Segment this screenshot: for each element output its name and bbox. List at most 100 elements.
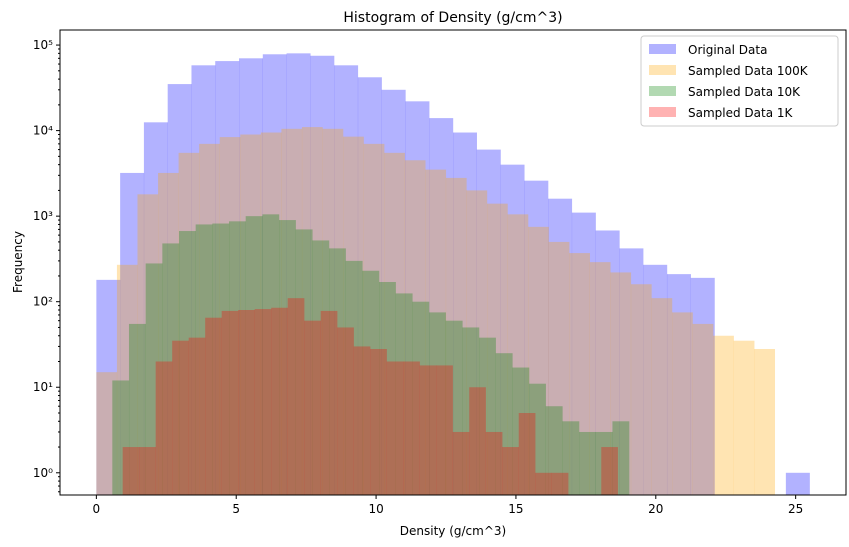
bar-series-3-bin-7 <box>238 309 255 495</box>
bar-series-0-bin-21 <box>595 230 620 496</box>
bar-series-2-bin-23 <box>495 353 513 495</box>
bar-series-2-bin-14 <box>345 260 363 495</box>
bar-series-3-bin-15 <box>370 348 387 495</box>
bar-series-2-bin-7 <box>229 221 246 495</box>
bar-series-1-bin-21 <box>528 226 549 495</box>
y-tick-label: 10⁰ <box>33 466 53 480</box>
bar-series-3-bin-10 <box>287 298 305 495</box>
bar-series-0-bin-11 <box>357 77 382 495</box>
x-tick-label: 10 <box>368 502 383 516</box>
y-tick-label: 10⁵ <box>33 38 53 52</box>
bar-series-1-bin-5 <box>199 143 220 496</box>
bar-series-3-bin-6 <box>221 310 239 495</box>
x-tick-label: 5 <box>232 502 240 516</box>
bar-series-3-bin-1 <box>139 447 156 495</box>
bar-series-2-bin-15 <box>362 270 380 495</box>
bar-series-0-bin-16 <box>476 149 501 495</box>
bar-series-1-bin-20 <box>507 214 529 495</box>
bar-series-2-bin-5 <box>195 224 213 495</box>
bar-series-1-bin-13 <box>363 143 385 496</box>
bar-series-3-bin-17 <box>403 361 420 495</box>
bar-series-0-bin-19 <box>548 198 573 495</box>
bar-series-0-bin-13 <box>405 101 430 495</box>
bar-series-3-bin-3 <box>172 340 189 495</box>
bar-series-3-bin-25 <box>535 472 552 495</box>
bar-series-2-bin-9 <box>262 214 280 495</box>
bar-series-3-bin-14 <box>353 346 371 495</box>
bar-series-3-bin-26 <box>551 472 569 495</box>
bar-series-1-bin-28 <box>672 312 693 495</box>
y-tick-label: 10³ <box>33 209 53 223</box>
bar-series-2-bin-8 <box>245 216 263 495</box>
x-axis-label: Density (g/cm^3) <box>400 524 506 538</box>
bar-series-2-bin-2 <box>145 263 163 495</box>
bar-series-0-bin-22 <box>619 248 644 495</box>
bar-series-0-bin-15 <box>453 132 477 495</box>
bar-series-1-bin-12 <box>343 136 364 495</box>
bar-series-1-bin-22 <box>548 241 570 495</box>
legend-label: Sampled Data 1K <box>688 106 794 120</box>
legend-label: Original Data <box>688 43 767 57</box>
bar-series-2-bin-3 <box>162 243 180 495</box>
bar-series-2-bin-4 <box>178 231 196 495</box>
bar-series-2-bin-12 <box>312 240 330 495</box>
bar-series-1-bin-19 <box>486 203 508 495</box>
bar-series-1-bin-15 <box>404 160 426 495</box>
legend-box <box>640 35 839 127</box>
bar-series-0-bin-4 <box>191 65 216 496</box>
bar-series-0-bin-8 <box>286 53 311 495</box>
bar-series-2-bin-30 <box>612 421 630 495</box>
bar-series-1-bin-25 <box>610 272 632 495</box>
bar-series-1-bin-2 <box>137 194 159 495</box>
bar-series-2-bin-28 <box>579 431 596 495</box>
x-tick-label: 20 <box>648 502 663 516</box>
legend-swatch <box>649 44 676 54</box>
bar-series-1-bin-23 <box>569 253 590 495</box>
bar-series-0-bin-10 <box>334 65 359 496</box>
bar-series-0-bin-23 <box>643 264 668 495</box>
bar-series-1-bin-0 <box>96 372 118 495</box>
bar-series-0-bin-20 <box>571 212 596 496</box>
bar-series-3-bin-21 <box>469 387 486 495</box>
bar-series-1-bin-11 <box>322 128 344 496</box>
plot-frame <box>59 29 847 496</box>
bar-series-0-bin-24 <box>666 274 691 495</box>
legend: Original Data Sampled Data 100K Sampled Da… <box>640 35 839 127</box>
bar-series-2-bin-1 <box>128 323 146 495</box>
bar-series-2-bin-29 <box>595 431 613 495</box>
legend-label: Sampled Data 100K <box>688 64 809 78</box>
bar-series-0-bin-14 <box>429 118 454 496</box>
bar-series-2-bin-16 <box>379 281 396 495</box>
bar-series-2-bin-22 <box>479 337 496 495</box>
bar-series-3-bin-22 <box>485 431 503 495</box>
bar-series-2-bin-13 <box>329 248 346 495</box>
bar-series-1-bin-29 <box>692 323 714 495</box>
legend-swatch <box>649 65 676 75</box>
bar-series-1-bin-27 <box>651 298 673 495</box>
bar-series-2-bin-26 <box>545 406 563 495</box>
bar-series-1-bin-9 <box>281 128 303 496</box>
bar-series-2-bin-0 <box>112 380 130 495</box>
bar-series-3-bin-9 <box>271 307 288 495</box>
y-tick-label: 10¹ <box>33 380 53 394</box>
bar-series-0-bin-25 <box>690 277 715 495</box>
bar-series-1-bin-8 <box>260 132 282 495</box>
bar-series-0-bin-9 <box>310 55 335 495</box>
bar-series-1-bin-31 <box>733 340 755 495</box>
bar-series-1-bin-7 <box>240 134 262 495</box>
bar-series-3-bin-20 <box>452 431 470 495</box>
bar-series-1-bin-6 <box>219 137 241 495</box>
bar-series-3-bin-19 <box>436 365 453 495</box>
bar-series-2-bin-20 <box>445 320 463 495</box>
bar-series-3-bin-24 <box>518 413 536 495</box>
bar-series-2-bin-21 <box>462 327 480 495</box>
bar-series-0-bin-3 <box>167 84 192 495</box>
bar-series-2-bin-25 <box>529 383 546 495</box>
legend-swatch <box>649 107 676 117</box>
bar-series-2-bin-17 <box>395 293 413 495</box>
bar-series-3-bin-2 <box>155 361 173 495</box>
bar-series-2-bin-6 <box>212 223 230 495</box>
bar-series-2-bin-27 <box>562 421 580 495</box>
bar-series-2-bin-24 <box>512 367 530 495</box>
